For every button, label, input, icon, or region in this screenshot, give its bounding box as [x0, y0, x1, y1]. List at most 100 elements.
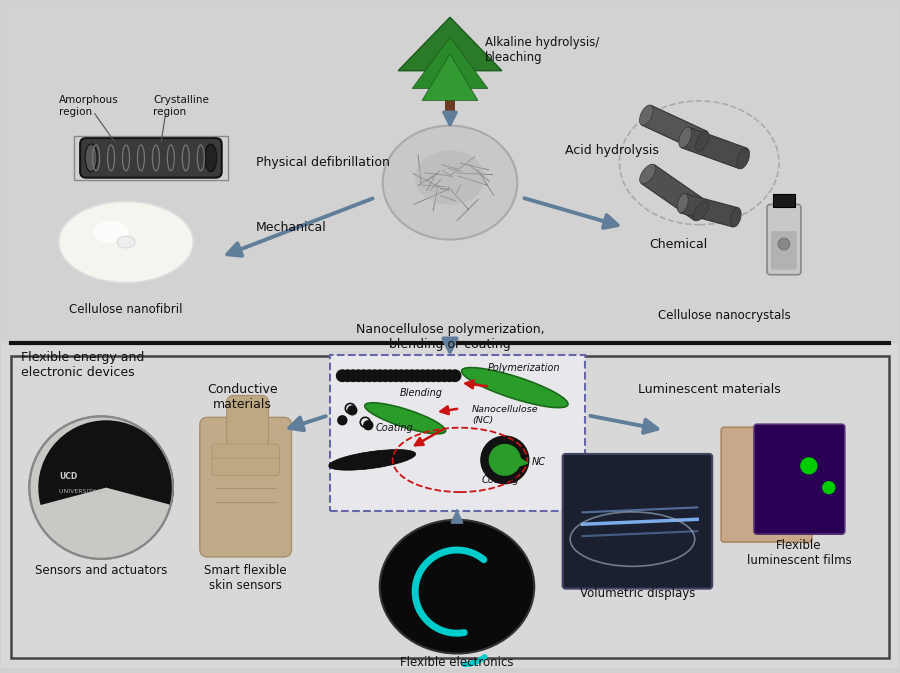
Text: Crystalline
region: Crystalline region — [153, 96, 209, 117]
Bar — [12, 356, 888, 658]
Text: Mechanical: Mechanical — [256, 221, 327, 234]
Circle shape — [396, 370, 407, 382]
Ellipse shape — [94, 221, 129, 243]
Circle shape — [347, 406, 356, 415]
Text: UCD: UCD — [59, 472, 77, 481]
Ellipse shape — [86, 144, 97, 172]
Ellipse shape — [737, 148, 750, 169]
Circle shape — [391, 370, 401, 382]
Circle shape — [380, 370, 391, 382]
Text: Chemical: Chemical — [650, 238, 707, 250]
FancyBboxPatch shape — [721, 427, 812, 542]
Ellipse shape — [364, 402, 446, 434]
Ellipse shape — [693, 201, 709, 221]
Polygon shape — [680, 194, 738, 227]
Circle shape — [342, 370, 354, 382]
Circle shape — [778, 238, 790, 250]
Circle shape — [490, 445, 520, 475]
FancyBboxPatch shape — [80, 138, 221, 178]
Ellipse shape — [679, 127, 691, 148]
Circle shape — [411, 370, 423, 382]
Polygon shape — [422, 54, 478, 100]
Circle shape — [374, 370, 386, 382]
Text: Flexible electronics: Flexible electronics — [400, 656, 514, 669]
Ellipse shape — [640, 105, 653, 125]
Ellipse shape — [91, 225, 181, 279]
Text: UNIVERSITY C: UNIVERSITY C — [59, 489, 103, 494]
Ellipse shape — [380, 520, 535, 653]
Text: Sensors and actuators: Sensors and actuators — [35, 564, 167, 577]
Bar — [330, 355, 585, 511]
Text: Alkaline hydrolysis/
bleaching: Alkaline hydrolysis/ bleaching — [485, 36, 599, 64]
Text: Coating: Coating — [375, 423, 413, 433]
Text: Coating: Coating — [482, 474, 519, 485]
Text: Nanocellulose polymerization,
blending or coating: Nanocellulose polymerization, blending o… — [356, 323, 544, 351]
Circle shape — [433, 370, 445, 382]
Circle shape — [438, 370, 450, 382]
Circle shape — [823, 482, 835, 493]
FancyBboxPatch shape — [562, 454, 712, 589]
Circle shape — [30, 417, 173, 559]
Circle shape — [481, 436, 529, 484]
Text: Physical defibrillation: Physical defibrillation — [256, 156, 390, 170]
Bar — [2, 343, 898, 668]
Circle shape — [338, 416, 346, 425]
FancyBboxPatch shape — [200, 417, 292, 557]
Polygon shape — [642, 105, 706, 151]
Circle shape — [444, 370, 455, 382]
Text: Smart flexible
skin sensors: Smart flexible skin sensors — [204, 564, 287, 592]
Ellipse shape — [678, 194, 688, 213]
Wedge shape — [39, 420, 174, 505]
Polygon shape — [681, 127, 747, 169]
FancyBboxPatch shape — [754, 424, 845, 534]
Circle shape — [449, 370, 461, 382]
FancyBboxPatch shape — [212, 444, 280, 462]
Ellipse shape — [640, 164, 656, 184]
Ellipse shape — [415, 151, 485, 205]
Bar — [445, 96, 455, 113]
FancyBboxPatch shape — [767, 205, 801, 275]
Circle shape — [364, 370, 375, 382]
Ellipse shape — [117, 236, 135, 248]
FancyBboxPatch shape — [227, 396, 268, 447]
Circle shape — [801, 458, 817, 474]
Text: Volumetric displays: Volumetric displays — [580, 587, 695, 600]
Ellipse shape — [382, 126, 518, 240]
Circle shape — [428, 370, 439, 382]
Text: Cellulose nanofibril: Cellulose nanofibril — [69, 304, 183, 316]
Circle shape — [337, 370, 348, 382]
Polygon shape — [398, 17, 502, 71]
Text: Conductive
materials: Conductive materials — [207, 383, 278, 411]
Text: Cellulose nanocrystals: Cellulose nanocrystals — [658, 310, 790, 322]
Polygon shape — [412, 37, 488, 89]
Circle shape — [406, 370, 418, 382]
Text: Luminescent materials: Luminescent materials — [638, 383, 780, 396]
Circle shape — [422, 370, 434, 382]
Circle shape — [385, 370, 396, 382]
Circle shape — [400, 370, 412, 382]
Bar — [773, 194, 795, 207]
Text: Acid hydrolysis: Acid hydrolysis — [564, 145, 659, 157]
Ellipse shape — [730, 208, 741, 227]
Circle shape — [358, 370, 370, 382]
Text: Flexible
luminescent films: Flexible luminescent films — [746, 539, 851, 567]
Text: Polymerization: Polymerization — [488, 363, 561, 373]
Polygon shape — [641, 165, 707, 220]
Circle shape — [417, 370, 428, 382]
Circle shape — [364, 421, 373, 429]
Ellipse shape — [205, 144, 217, 172]
Bar — [2, 1, 898, 343]
Circle shape — [353, 370, 364, 382]
Circle shape — [369, 370, 381, 382]
Ellipse shape — [328, 450, 416, 470]
Text: Nanocellulose
(NC): Nanocellulose (NC) — [472, 405, 538, 425]
Ellipse shape — [58, 201, 194, 283]
Text: Blending: Blending — [400, 388, 443, 398]
FancyBboxPatch shape — [771, 231, 796, 270]
Ellipse shape — [696, 131, 709, 151]
FancyBboxPatch shape — [212, 458, 280, 476]
Ellipse shape — [462, 367, 568, 408]
Text: NC: NC — [532, 457, 545, 467]
Text: Flexible energy and
electronic devices: Flexible energy and electronic devices — [22, 351, 145, 379]
Text: Amorphous
region: Amorphous region — [59, 96, 119, 117]
